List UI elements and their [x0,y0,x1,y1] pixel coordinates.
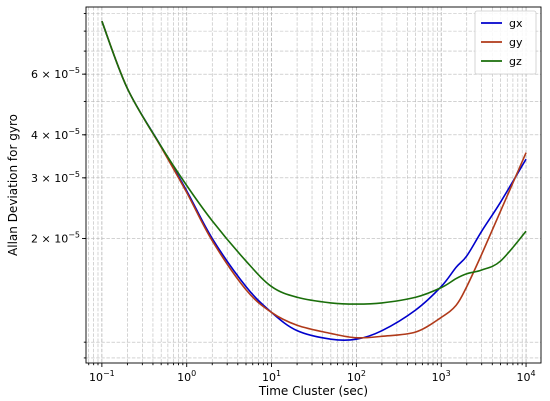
tick-layer: 10−1 100 101 102 103 104 2 × 10−5 3 × 10−5 4 × 1… [31,13,536,384]
y-tick-label: 4 × 10−5 [31,127,80,142]
y-tick-label: 6 × 10−5 [31,66,80,81]
legend-label-gz: gz [509,55,522,68]
x-axis-label: Time Cluster (sec) [258,384,368,398]
legend-label-gy: gy [509,36,523,49]
x-tick-label: 104 [517,369,536,384]
legend-box [474,10,537,75]
x-tick-label: 101 [262,369,281,384]
x-tick-label: 100 [177,369,196,384]
x-tick-label: 10−1 [89,369,115,384]
series-line-gz [101,20,527,305]
y-axis-label: Allan Deviation for gyro [6,114,20,256]
series-line-gx [101,20,527,342]
x-tick-label: 103 [432,369,451,384]
legend-label-gx: gx [509,17,523,30]
y-tick-label: 3 × 10−5 [31,170,80,185]
series-layer [101,20,527,342]
y-tick-label: 2 × 10−5 [31,230,80,245]
x-tick-label: 102 [347,369,366,384]
grid-layer [86,7,541,363]
legend: gx gy gz [474,10,537,75]
axes-frame [85,6,542,364]
series-line-gy [101,20,527,339]
